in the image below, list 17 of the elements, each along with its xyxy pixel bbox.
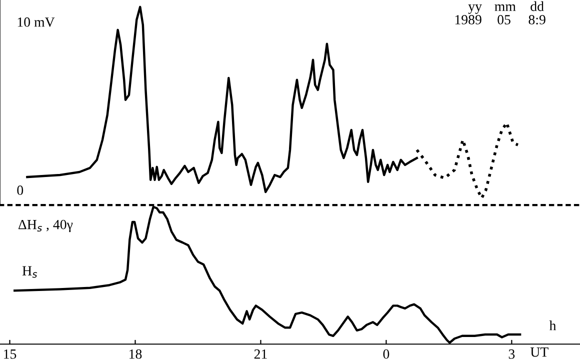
- annotation: h: [549, 320, 556, 330]
- y-tick-label: 10 mV: [18, 17, 55, 27]
- annotation: 05: [498, 15, 510, 24]
- x-tick-label: 21: [254, 349, 267, 359]
- annotation: mm: [494, 4, 516, 11]
- x-axis-title: UT: [530, 348, 548, 357]
- annotation: yy: [468, 4, 482, 14]
- x-tick-label: 15: [4, 349, 16, 359]
- annotation: H$_{s}$: [22, 266, 38, 278]
- x-tick-label: 0: [383, 349, 390, 359]
- x-tick-label: 3: [508, 349, 515, 359]
- annotation: 1989: [455, 15, 482, 24]
- annotation: dd: [530, 1, 544, 12]
- annotation: 8:9: [528, 15, 546, 24]
- annotation: ΔH$_{s}$ , 40γ: [18, 220, 73, 232]
- line-series: [415, 122, 520, 200]
- x-tick-label: 18: [130, 349, 142, 359]
